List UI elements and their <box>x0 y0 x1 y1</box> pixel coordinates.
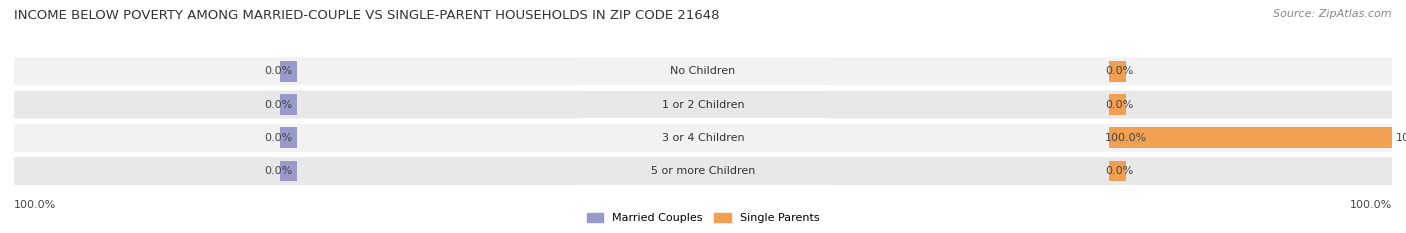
Text: 3 or 4 Children: 3 or 4 Children <box>662 133 744 143</box>
FancyBboxPatch shape <box>827 124 1392 152</box>
FancyBboxPatch shape <box>579 124 827 152</box>
Text: 100.0%: 100.0% <box>1105 133 1147 143</box>
Text: INCOME BELOW POVERTY AMONG MARRIED-COUPLE VS SINGLE-PARENT HOUSEHOLDS IN ZIP COD: INCOME BELOW POVERTY AMONG MARRIED-COUPL… <box>14 9 720 22</box>
Text: 5 or more Children: 5 or more Children <box>651 166 755 176</box>
Text: 0.0%: 0.0% <box>1105 66 1133 76</box>
Text: 0.0%: 0.0% <box>264 133 292 143</box>
Text: 100.0%: 100.0% <box>1350 200 1392 210</box>
FancyBboxPatch shape <box>827 57 1392 85</box>
Legend: Married Couples, Single Parents: Married Couples, Single Parents <box>582 208 824 227</box>
Text: 1 or 2 Children: 1 or 2 Children <box>662 99 744 110</box>
Text: 0.0%: 0.0% <box>264 166 292 176</box>
FancyBboxPatch shape <box>579 57 827 85</box>
Text: 100.0%: 100.0% <box>1396 133 1406 143</box>
Text: 100.0%: 100.0% <box>14 200 56 210</box>
Text: No Children: No Children <box>671 66 735 76</box>
Text: 0.0%: 0.0% <box>264 66 292 76</box>
FancyBboxPatch shape <box>14 91 579 119</box>
FancyBboxPatch shape <box>827 157 1392 185</box>
Bar <box>1109 161 1126 182</box>
Bar <box>280 61 297 82</box>
FancyBboxPatch shape <box>827 91 1392 119</box>
Bar <box>1109 94 1126 115</box>
FancyBboxPatch shape <box>14 57 579 85</box>
Text: Source: ZipAtlas.com: Source: ZipAtlas.com <box>1274 9 1392 19</box>
FancyBboxPatch shape <box>14 157 579 185</box>
FancyBboxPatch shape <box>579 91 827 119</box>
FancyBboxPatch shape <box>14 124 579 152</box>
Bar <box>280 161 297 182</box>
Text: 0.0%: 0.0% <box>1105 166 1133 176</box>
Bar <box>1109 127 1392 148</box>
Bar <box>1109 61 1126 82</box>
Bar <box>280 127 297 148</box>
FancyBboxPatch shape <box>579 157 827 185</box>
Text: 0.0%: 0.0% <box>264 99 292 110</box>
Bar <box>280 94 297 115</box>
Text: 0.0%: 0.0% <box>1105 99 1133 110</box>
